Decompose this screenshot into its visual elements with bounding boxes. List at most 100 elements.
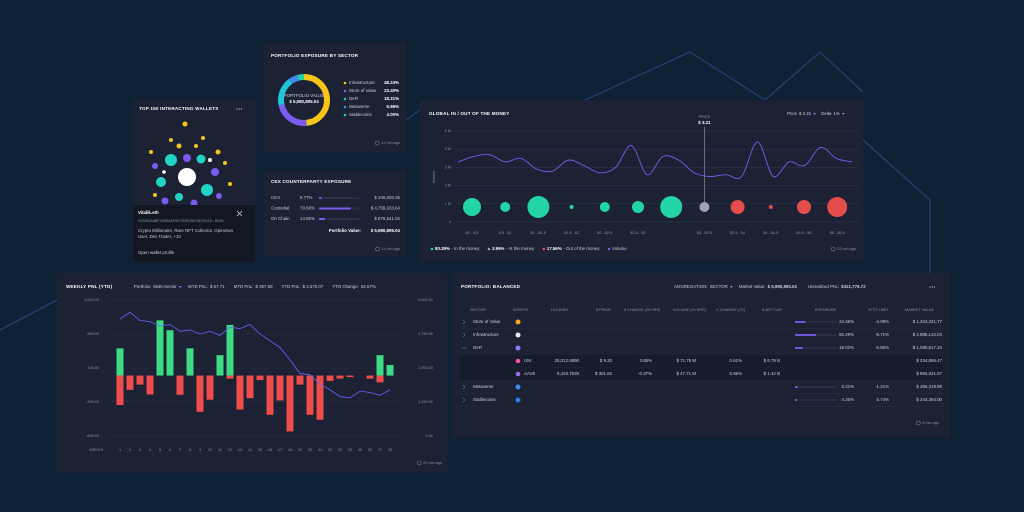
more-dot[interactable] [931, 286, 933, 288]
center-label: PORTFOLIO VALUE [284, 93, 325, 98]
exposure-track [795, 386, 837, 388]
clock-icon [374, 140, 380, 146]
asset-icon [515, 345, 521, 351]
row-chevron[interactable] [461, 346, 467, 350]
filter-label: Portfolio: [134, 284, 151, 289]
x-tick-label: 27 [378, 448, 382, 452]
more-dot[interactable] [240, 108, 242, 110]
legend-dot [607, 247, 611, 251]
y-tick-label: 550.00 [87, 332, 99, 336]
wallet-bubble[interactable] [169, 138, 173, 142]
x-tick-label: $5 - $5.5 [830, 231, 845, 235]
holding: 25,012.6890 [555, 358, 580, 363]
dropdown-caret[interactable] [813, 113, 817, 115]
wallet-bubble[interactable] [201, 184, 213, 196]
clock-icon [916, 420, 921, 426]
updated-time: 12 min ago [381, 141, 400, 145]
stat-label: YTD Change: [332, 284, 359, 289]
wallet-bubble[interactable] [175, 193, 183, 201]
more-dot[interactable] [236, 108, 238, 110]
wallet-bubble[interactable] [178, 168, 196, 186]
wallet-bubble[interactable] [211, 168, 219, 176]
wallet-link[interactable]: Open wallet profile [138, 250, 175, 255]
dropdown-caret[interactable] [178, 286, 182, 288]
x-tick-label: 5 [159, 448, 161, 452]
money-bubble [599, 202, 610, 212]
wallet-bubble[interactable] [182, 121, 188, 127]
x-tick-label: 2 [129, 448, 131, 452]
control-value[interactable]: $ 3.21 [799, 111, 812, 116]
control-value[interactable]: 1% [833, 111, 839, 116]
wallet-description: Crypto Millionaire, Rare NFT Collector, … [138, 228, 233, 233]
wallet-bubble[interactable] [153, 193, 157, 197]
asset-icon [515, 319, 521, 325]
wallet-bubble[interactable] [183, 154, 191, 162]
row-chevron[interactable] [462, 319, 466, 325]
more-dot[interactable] [933, 286, 935, 288]
exposure-value: 6.21% [842, 384, 855, 389]
row-chevron[interactable] [462, 332, 466, 338]
legend-label: DeFi [349, 96, 358, 101]
row-chevron[interactable] [462, 384, 466, 390]
panel-title: WEEKLY PNL (YTD) [66, 284, 113, 289]
money-bubble [730, 200, 745, 214]
x-tick-label: 25 [358, 448, 362, 452]
sector-name: Metaverse [473, 384, 494, 389]
pnl-panel: WEEKLY PNL (YTD) Portfolio: Multi-Sector WT… [57, 273, 447, 473]
aggregation-value[interactable]: SECTOR [710, 284, 728, 289]
wallet-bubble[interactable] [149, 150, 153, 154]
legend-share: 80.39% [435, 246, 450, 251]
exposure-bar [795, 321, 806, 323]
wallet-bubble[interactable] [156, 177, 166, 187]
wallet-name: Vitalik.eth [138, 210, 159, 215]
x-tick-label: 1 [119, 448, 121, 452]
column-header: $ PRICE [596, 308, 611, 312]
dropdown-caret[interactable] [841, 113, 845, 115]
wallet-bubble[interactable] [152, 163, 158, 169]
wallet-bubble[interactable] [190, 199, 198, 207]
wallet-bubble[interactable] [162, 170, 166, 174]
row-chevron[interactable] [462, 397, 466, 403]
exposure-panel: PORTFOLIO EXPOSURE BY SECTOR Infrastructu… [263, 42, 406, 152]
row-share: 79.58% [300, 206, 315, 211]
control-label: Price [787, 111, 798, 116]
more-dot[interactable] [238, 108, 240, 110]
wallet-bubble[interactable] [161, 197, 169, 205]
row-share: 14.65% [300, 216, 315, 221]
close-icon[interactable] [236, 210, 243, 217]
wallet-bubble[interactable] [215, 149, 221, 155]
pnl-bar [306, 375, 314, 415]
background-lines [0, 51, 931, 331]
money-bubble [797, 200, 811, 214]
donut-slice [297, 74, 305, 81]
wallet-bubble[interactable] [196, 154, 206, 164]
y-tick-label: 4 M [445, 147, 451, 151]
to-limit: 5.74% [877, 397, 890, 402]
more-dot[interactable] [929, 286, 931, 288]
wallet-bubble[interactable] [201, 136, 205, 140]
wallet-bubble[interactable] [208, 158, 212, 162]
sector-name: Infrastructure [473, 332, 499, 337]
pnl-bar [226, 375, 234, 379]
asset-icon [515, 332, 521, 338]
pnl-bar [116, 348, 124, 376]
wallet-bubble[interactable] [228, 182, 232, 186]
legend-label: - Out of the money [563, 246, 600, 251]
wallet-description: User, Dex Trader, +10 [138, 234, 181, 239]
holding: 8,423.7539 [557, 371, 580, 376]
wallet-bubble[interactable] [194, 144, 198, 148]
wallet-bubble[interactable] [165, 154, 177, 166]
column-header: HOLDING [551, 308, 568, 312]
pnl-bar [216, 355, 224, 376]
bg-line [862, 139, 931, 275]
pnl-bar [366, 375, 374, 379]
wallet-bubble[interactable] [216, 193, 222, 199]
money-bubble [660, 196, 683, 218]
wallet-bubble[interactable] [176, 143, 182, 149]
asset-row-bg [460, 367, 942, 381]
wallet-bubble[interactable] [223, 161, 227, 165]
filter-value[interactable]: Multi-Sector [153, 284, 177, 289]
dropdown-caret[interactable] [729, 286, 733, 288]
y-tick-label: 100.00 [87, 366, 99, 370]
x-tick-label: $2 - $2.5 [597, 231, 612, 235]
